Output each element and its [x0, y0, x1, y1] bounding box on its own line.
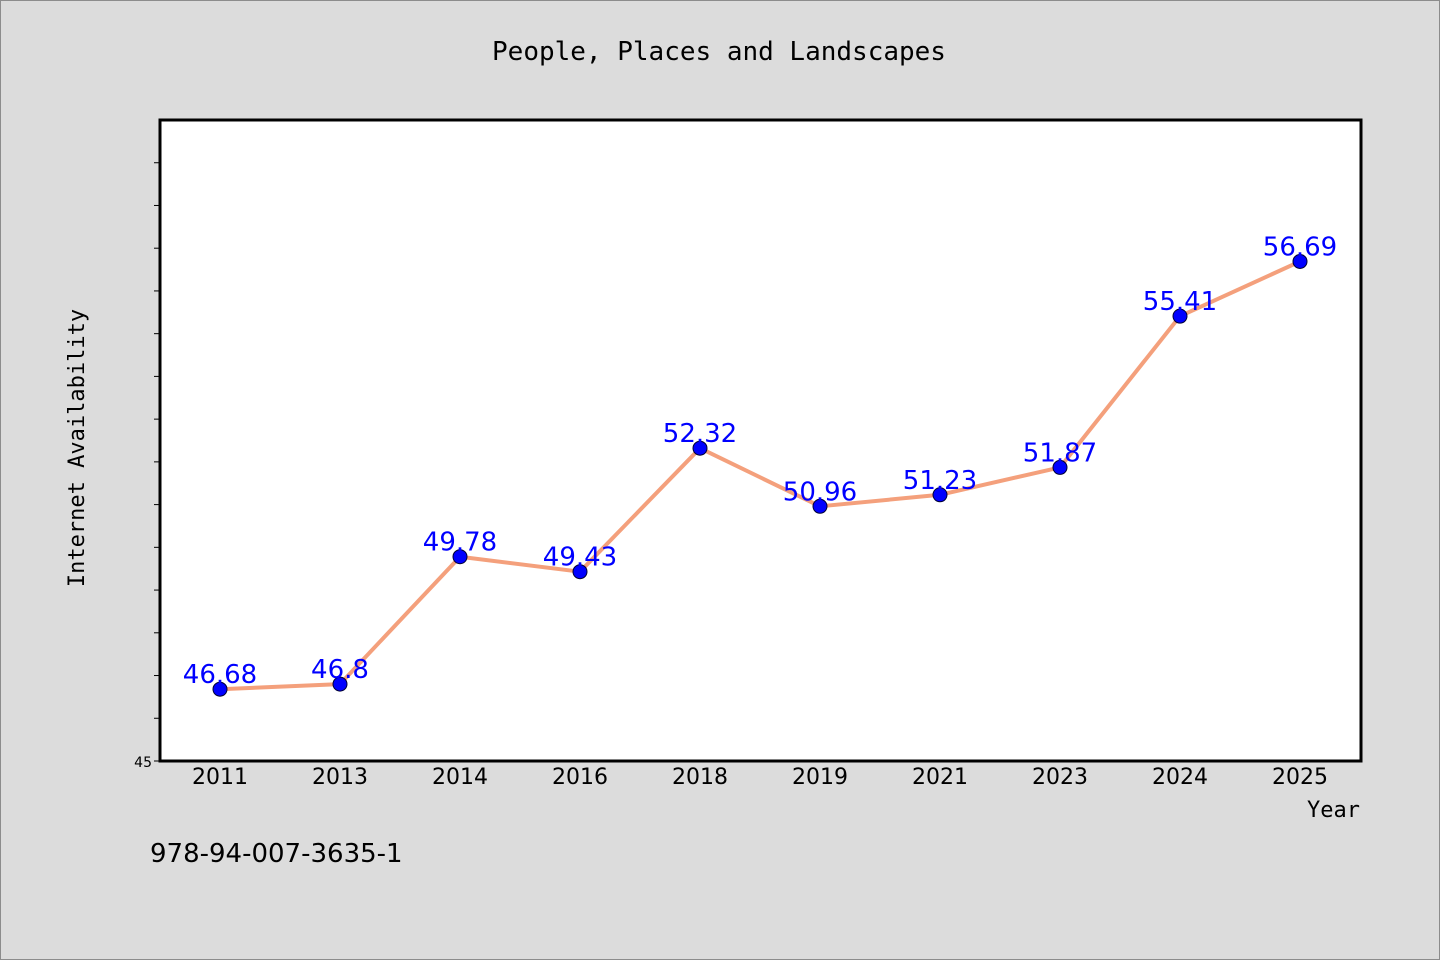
isbn-text: 978-94-007-3635-1	[150, 839, 403, 869]
plot-area	[158, 118, 1363, 763]
data-label: 46.8	[311, 655, 369, 685]
y-axis-label: Internet Availability	[65, 309, 90, 587]
x-tick-label: 2021	[912, 765, 968, 790]
x-tick-label: 2025	[1272, 765, 1328, 790]
data-point-marker	[1292, 253, 1308, 269]
data-point-marker	[932, 487, 948, 503]
data-label: 56.69	[1263, 232, 1337, 262]
x-tick-label: 2023	[1032, 765, 1088, 790]
series-line-group	[219, 259, 1301, 692]
data-label: 52.32	[663, 419, 737, 449]
data-label: 51.23	[903, 466, 977, 496]
data-point-marker	[572, 564, 588, 580]
x-tick-label: 2018	[672, 765, 728, 790]
x-axis-label: Year	[1307, 798, 1360, 823]
y-axis-ticks	[154, 162, 160, 762]
data-labels-group: 46.68 46.8 49.78 49.43 52.32 50.96 51.23 51.87 5…	[183, 232, 1337, 690]
data-label: 49.78	[423, 528, 497, 558]
data-label: 51.87	[1023, 438, 1097, 468]
x-tick-label: 2024	[1152, 765, 1208, 790]
data-label: 50.96	[783, 477, 857, 507]
x-tick-label: 2014	[432, 765, 488, 790]
data-point-marker	[1172, 308, 1188, 324]
data-point-marker	[332, 676, 348, 692]
data-label: 46.68	[183, 660, 257, 690]
data-point-marker	[812, 498, 828, 514]
data-point-marker	[212, 681, 228, 697]
x-tick-label: 2011	[192, 765, 248, 790]
y-tick-label: 45	[134, 755, 152, 771]
series-markers-group	[212, 253, 1308, 697]
data-point-marker	[692, 440, 708, 456]
chart-title: People, Places and Landscapes	[492, 37, 946, 67]
x-tick-label: 2016	[552, 765, 608, 790]
data-label: 49.43	[543, 543, 617, 573]
x-tick-labels-group: 2011 2013 2014 2016 2018 2019 2021 2023 2024 2025	[192, 765, 1328, 790]
data-point-marker	[1052, 459, 1068, 475]
data-label: 55.41	[1143, 287, 1217, 317]
series-line	[219, 259, 1301, 692]
data-point-marker	[452, 549, 468, 565]
x-tick-label: 2013	[312, 765, 368, 790]
x-tick-label: 2019	[792, 765, 848, 790]
